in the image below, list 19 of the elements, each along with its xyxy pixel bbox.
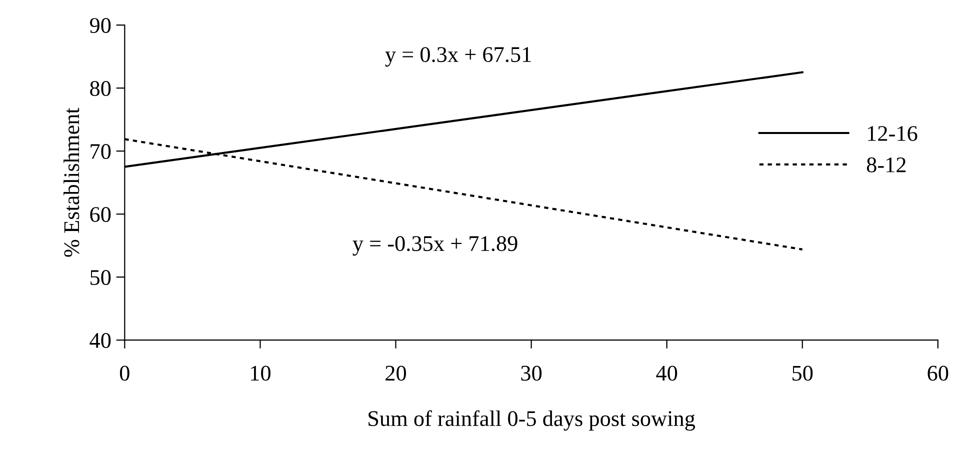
x-tick-label: 60 bbox=[928, 366, 948, 381]
x-tick-label: 50 bbox=[792, 366, 813, 381]
y-tick-label: 80 bbox=[90, 81, 111, 96]
x-tick-label: 40 bbox=[656, 366, 678, 381]
legend-label: 8-12 bbox=[866, 157, 906, 172]
annotation: y = -0.35x + 71.89 bbox=[352, 236, 518, 256]
x-tick-label: 10 bbox=[251, 366, 270, 381]
legend-label: 12-16 bbox=[868, 126, 918, 142]
x-axis-title: Sum of rainfall 0-5 days post sowing bbox=[368, 410, 696, 431]
y-tick-label: 60 bbox=[90, 207, 111, 222]
y-tick-label: 40 bbox=[90, 333, 111, 348]
x-tick-label: 30 bbox=[521, 366, 542, 381]
y-tick-label: 90 bbox=[90, 18, 111, 33]
x-tick-label: 20 bbox=[386, 366, 406, 381]
y-tick-label: 50 bbox=[90, 270, 111, 286]
annotation: y = 0.3x + 67.51 bbox=[385, 47, 531, 67]
y-tick-label: 70 bbox=[90, 144, 111, 160]
x-tick-label: 0 bbox=[120, 366, 130, 381]
y-axis-title: % Establishment bbox=[64, 108, 80, 257]
